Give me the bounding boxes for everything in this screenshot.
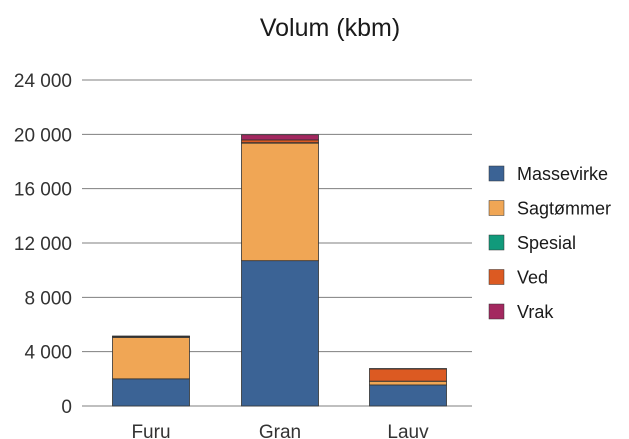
y-tick-label: 20 000 xyxy=(14,125,72,146)
legend-label: Sagtømmer xyxy=(517,199,611,219)
bar-segment-massevirke xyxy=(112,378,190,407)
bar-segment-ved xyxy=(241,139,319,144)
chart-title: Volum (kbm) xyxy=(260,14,400,42)
x-category-label: Furu xyxy=(131,422,170,439)
legend-label: Ved xyxy=(517,268,548,288)
x-axis-category-labels: Furu Gran Lauv xyxy=(131,422,429,439)
legend-label: Massevirke xyxy=(517,164,608,184)
legend-swatch xyxy=(488,234,505,251)
y-axis-tick-labels: 0 4 000 8 000 12 000 16 000 20 000 24 000 xyxy=(14,71,72,418)
x-category-label: Gran xyxy=(259,422,301,439)
y-tick-label: 16 000 xyxy=(14,180,72,201)
legend-swatch xyxy=(488,269,505,285)
y-tick-label: 24 000 xyxy=(14,71,72,92)
legend-label: Vrak xyxy=(517,302,554,322)
bar-segment-sagtømmer xyxy=(241,142,319,262)
y-tick-label: 8 000 xyxy=(24,288,72,309)
bar-segment-massevirke xyxy=(369,384,447,407)
bar-segment-ved xyxy=(369,368,447,382)
bar-segment-sagtømmer xyxy=(112,337,190,380)
bar-segment-massevirke xyxy=(241,260,319,407)
x-category-label: Lauv xyxy=(387,422,429,439)
y-tick-label: 0 xyxy=(61,397,72,418)
legend-swatch xyxy=(488,165,505,182)
legend-swatch xyxy=(488,303,505,320)
legend-label: Spesial xyxy=(517,233,576,253)
legend: Massevirke Sagtømmer Spesial Ved Vrak xyxy=(488,164,611,322)
legend-swatch xyxy=(488,200,505,216)
bar-segment-vrak xyxy=(241,134,319,141)
y-tick-label: 12 000 xyxy=(14,234,72,255)
bars xyxy=(112,134,447,407)
y-tick-label: 4 000 xyxy=(24,343,72,364)
bar-segment-sagtømmer xyxy=(369,380,447,386)
